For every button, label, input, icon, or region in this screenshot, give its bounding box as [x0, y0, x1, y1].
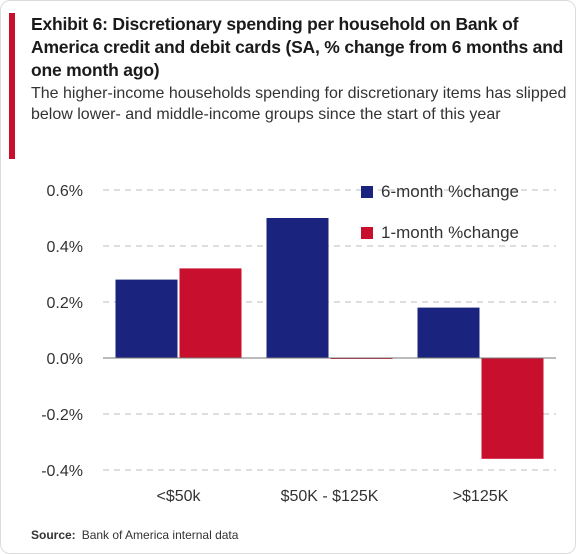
y-tick-label: -0.4%: [41, 463, 83, 480]
y-tick-label: 0.0%: [47, 351, 83, 368]
bars: [115, 218, 544, 459]
bar-six-month-1: [266, 218, 329, 358]
x-axis-ticks: <$50k $50K - $125K >$125K: [156, 488, 508, 505]
x-tick-label: >$125K: [453, 488, 509, 505]
bar-one-month-2: [481, 358, 544, 459]
y-tick-label: -0.2%: [41, 407, 83, 424]
exhibit-title: Exhibit 6: Discretionary spending per ho…: [31, 14, 564, 80]
bar-six-month-0: [115, 279, 178, 358]
source-note: Source: Bank of America internal data: [31, 528, 238, 542]
legend-swatch: [361, 186, 373, 198]
grid-lines: [103, 189, 556, 471]
x-tick-label: $50K - $125K: [281, 488, 379, 505]
legend-label: 1-month %change: [381, 223, 519, 242]
bar-one-month-0: [179, 268, 242, 358]
bar-chart: 0.6% 0.4% 0.2% 0.0% -0.2% -0.4% <$50k $50K - $…: [41, 182, 556, 505]
legend: 6-month %change 1-month %change: [361, 182, 519, 242]
y-tick-label: 0.6%: [47, 183, 83, 200]
y-tick-label: 0.2%: [47, 295, 83, 312]
exhibit-subtitle: The higher-income households spending fo…: [31, 85, 567, 123]
legend-label: 6-month %change: [381, 182, 519, 201]
legend-swatch: [361, 227, 373, 239]
y-tick-label: 0.4%: [47, 239, 83, 256]
y-axis-ticks: 0.6% 0.4% 0.2% 0.0% -0.2% -0.4%: [41, 183, 83, 480]
exhibit-header: Exhibit 6: Discretionary spending per ho…: [31, 13, 567, 125]
source-text: Bank of America internal data: [81, 528, 239, 542]
source-label: Source:: [31, 528, 76, 542]
accent-bar: [9, 13, 15, 159]
x-tick-label: <$50k: [156, 488, 201, 505]
bar-six-month-2: [417, 307, 480, 358]
